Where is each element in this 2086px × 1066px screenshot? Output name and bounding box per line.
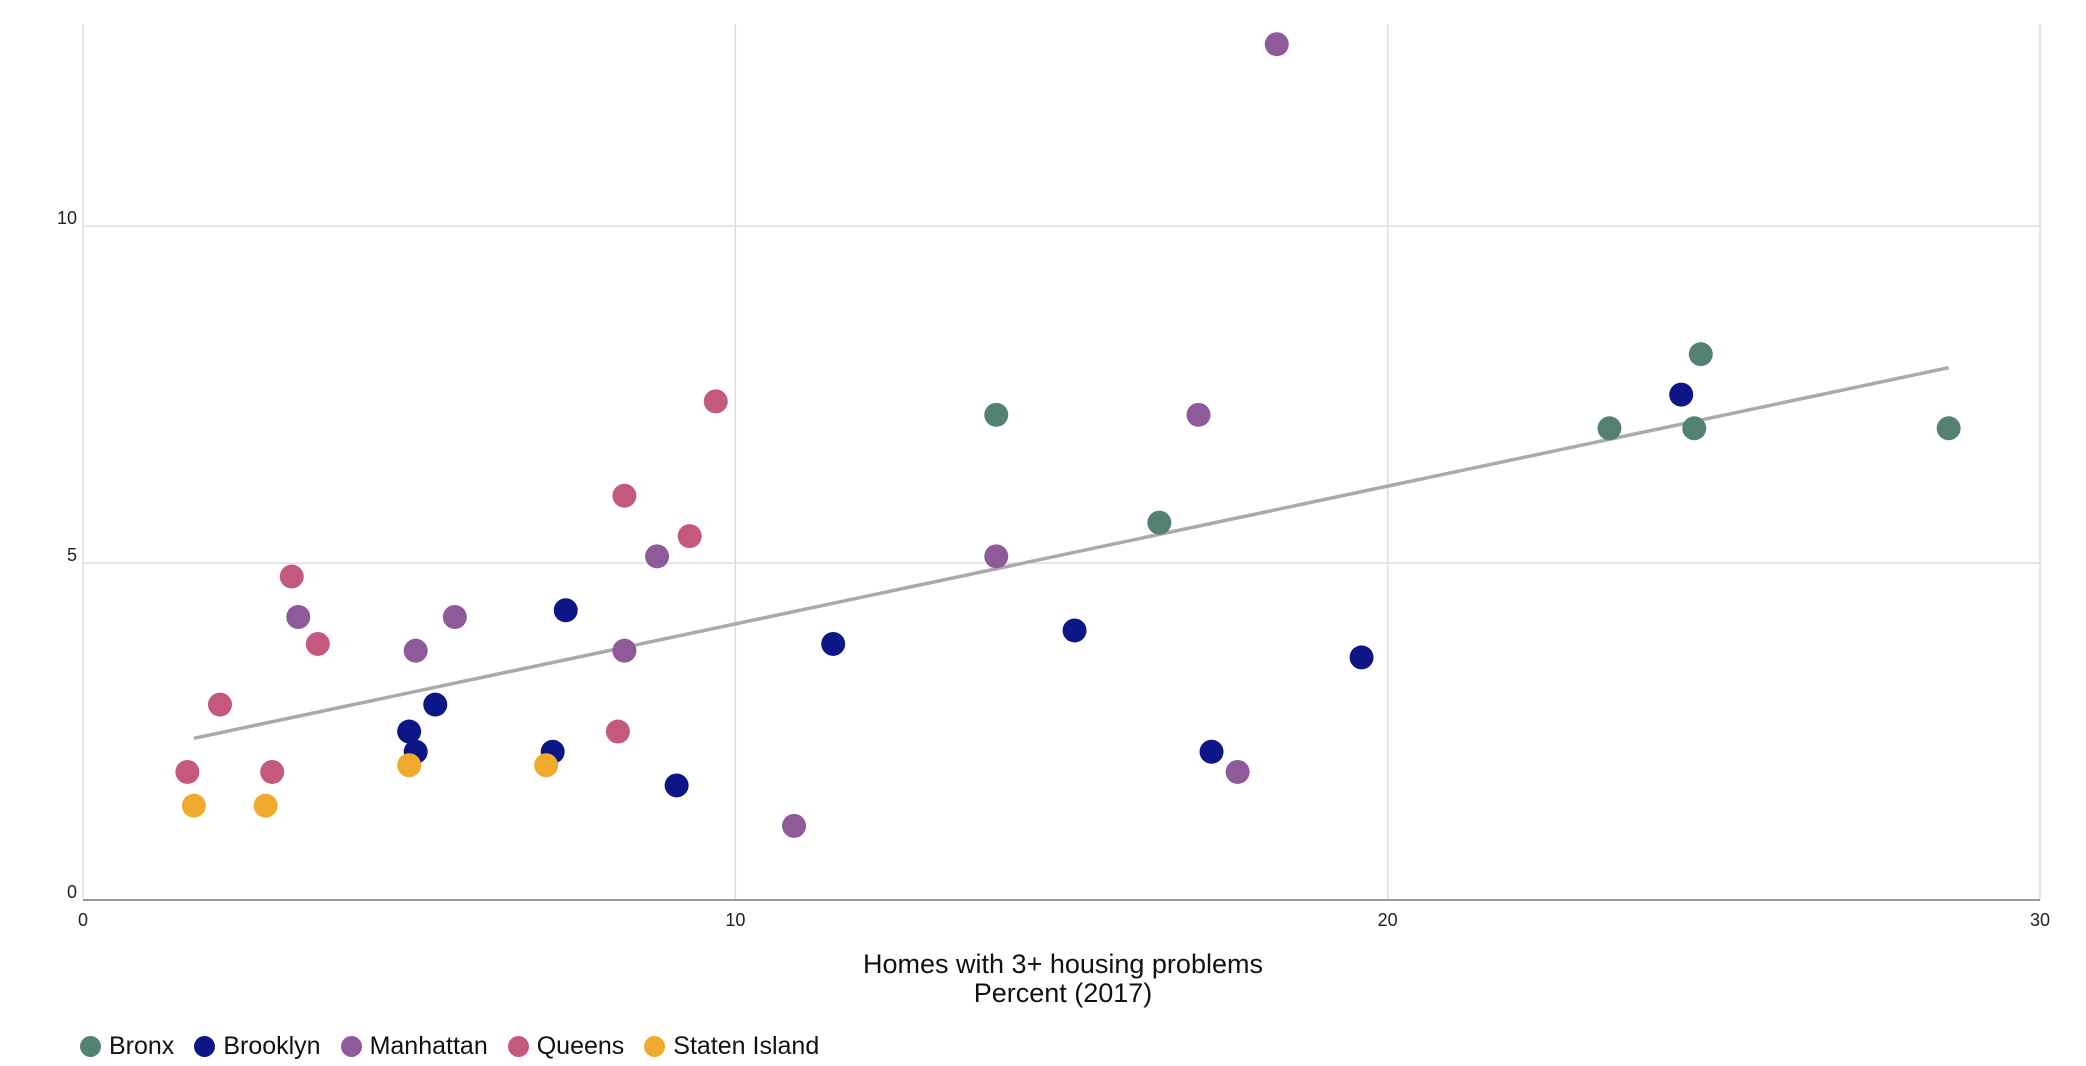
- data-point[interactable]: [821, 631, 846, 656]
- data-point[interactable]: [423, 692, 448, 717]
- legend-item-manhattan[interactable]: Manhattan: [340, 1031, 488, 1061]
- legend-item-staten-island[interactable]: Staten Island: [644, 1032, 819, 1061]
- data-point[interactable]: [1062, 618, 1087, 643]
- series-queens: [175, 389, 728, 784]
- data-point[interactable]: [207, 692, 232, 717]
- legend-item-queens[interactable]: Queens: [507, 1031, 625, 1061]
- legend-swatch: [340, 1035, 362, 1057]
- x-axis-title-line-2: Percent (2017): [974, 978, 1153, 1008]
- trendline-group: [193, 365, 1950, 740]
- legend-label: Manhattan: [369, 1031, 488, 1060]
- x-tick-label: 30: [2030, 910, 2050, 930]
- series-brooklyn: [397, 382, 1694, 798]
- legend-label: Staten Island: [673, 1031, 820, 1060]
- y-tick-label: 0: [67, 882, 77, 902]
- data-point[interactable]: [1147, 510, 1172, 535]
- data-point[interactable]: [1349, 645, 1374, 670]
- data-point[interactable]: [279, 564, 304, 589]
- data-point[interactable]: [645, 544, 670, 569]
- legend-item-bronx[interactable]: Bronx: [80, 1032, 174, 1061]
- y-tick-label: 5: [67, 545, 77, 565]
- series-manhattan: [286, 32, 1289, 838]
- data-point[interactable]: [677, 524, 702, 549]
- x-axis-title-line-1: Homes with 3+ housing problems: [863, 949, 1263, 979]
- data-point[interactable]: [1936, 416, 1961, 441]
- y-tick-label: 10: [57, 208, 77, 228]
- data-point[interactable]: [403, 638, 428, 663]
- data-point[interactable]: [984, 402, 1009, 427]
- data-point[interactable]: [397, 719, 422, 744]
- data-point[interactable]: [612, 638, 637, 663]
- legend-label: Queens: [536, 1031, 625, 1060]
- data-point[interactable]: [1186, 402, 1211, 427]
- x-tick-label: 20: [1378, 910, 1398, 930]
- data-point[interactable]: [984, 544, 1009, 569]
- grid-lines: [82, 24, 2041, 900]
- data-point[interactable]: [305, 631, 330, 656]
- trendline: [193, 365, 1950, 740]
- data-point[interactable]: [1225, 759, 1250, 784]
- legend-label: Brooklyn: [223, 1031, 321, 1060]
- data-point[interactable]: [534, 753, 559, 778]
- data-point[interactable]: [442, 604, 467, 629]
- series-bronx: [984, 342, 1961, 535]
- series-staten-island: [181, 753, 559, 818]
- legend: Bronx Brooklyn Manhattan Queens Staten Islan…: [80, 1030, 839, 1062]
- data-point[interactable]: [253, 793, 278, 818]
- legend-swatch: [194, 1035, 216, 1057]
- data-point[interactable]: [175, 759, 200, 784]
- data-point[interactable]: [1199, 739, 1224, 764]
- data-point[interactable]: [703, 389, 728, 414]
- data-point[interactable]: [286, 604, 311, 629]
- data-point[interactable]: [1597, 416, 1622, 441]
- x-tick-label: 0: [78, 910, 88, 930]
- legend-swatch: [80, 1035, 101, 1057]
- data-point[interactable]: [612, 483, 637, 508]
- data-point[interactable]: [260, 759, 285, 784]
- data-point[interactable]: [1669, 382, 1694, 407]
- data-point[interactable]: [397, 753, 422, 778]
- data-point[interactable]: [181, 793, 206, 818]
- legend-label: Bronx: [109, 1031, 175, 1060]
- data-point[interactable]: [782, 813, 807, 838]
- data-point[interactable]: [553, 598, 578, 623]
- data-point[interactable]: [605, 719, 630, 744]
- data-points: [175, 32, 1961, 838]
- data-point[interactable]: [1688, 342, 1713, 367]
- legend-swatch: [644, 1035, 666, 1057]
- tick-labels: 0 10 20 30 0 5 10: [57, 208, 2050, 930]
- data-point[interactable]: [1264, 32, 1289, 57]
- data-point[interactable]: [1682, 416, 1707, 441]
- x-tick-label: 10: [725, 910, 745, 930]
- data-point[interactable]: [664, 773, 689, 798]
- legend-swatch: [507, 1035, 529, 1057]
- legend-item-brooklyn[interactable]: Brooklyn: [194, 1031, 321, 1061]
